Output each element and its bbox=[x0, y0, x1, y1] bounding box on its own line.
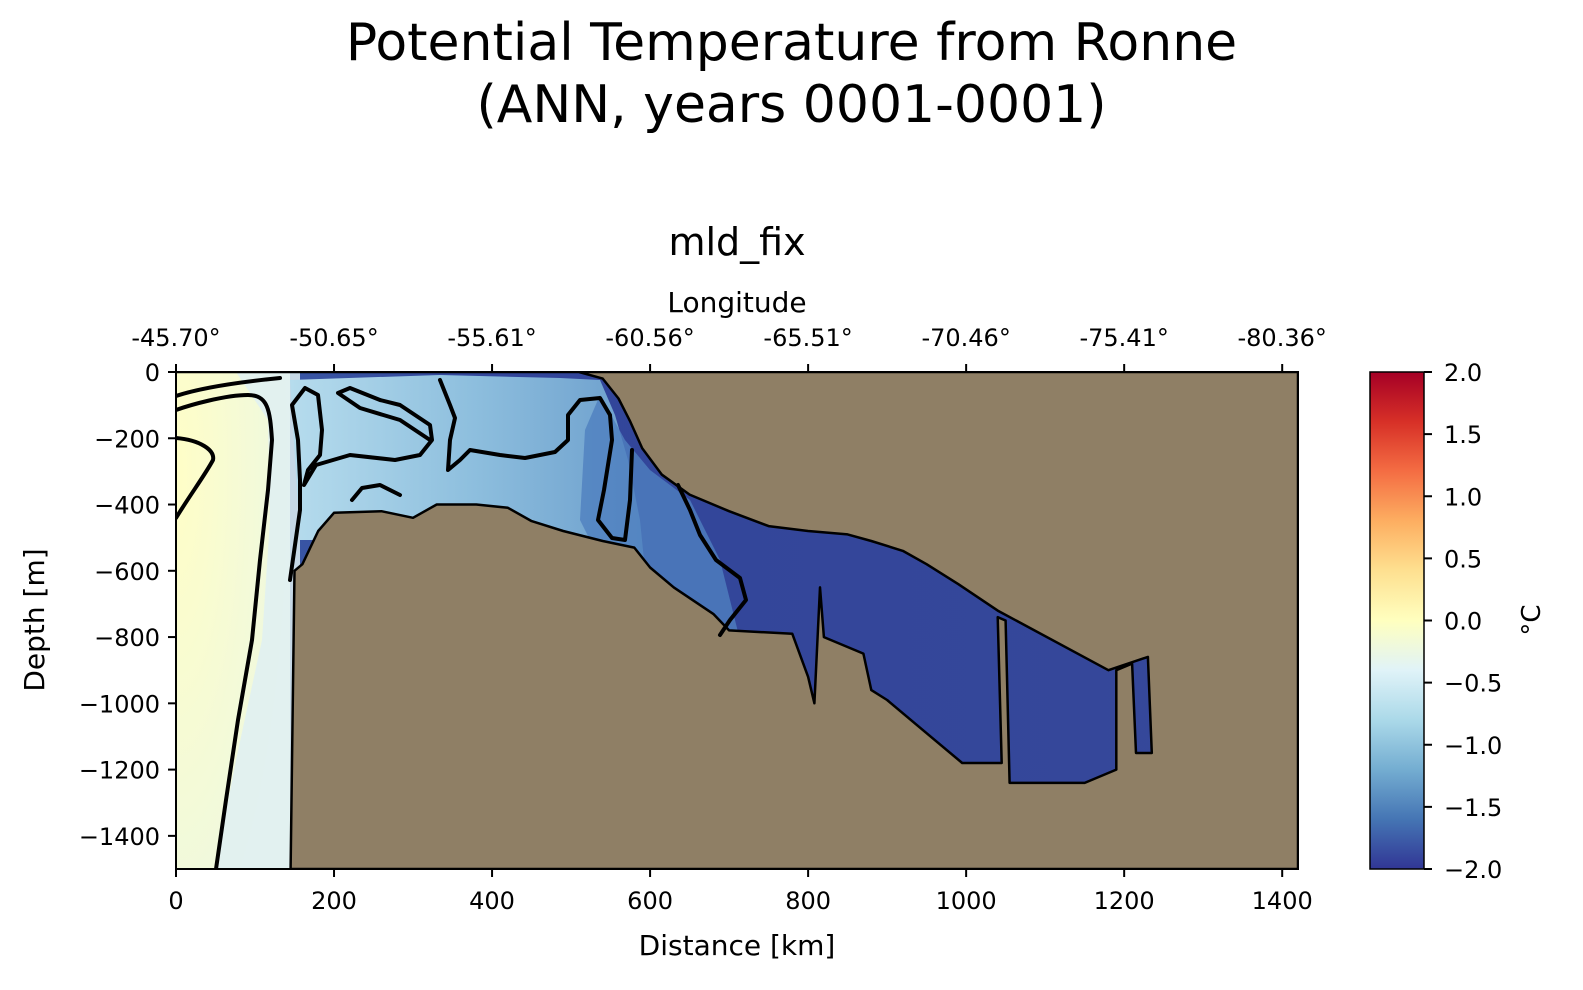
colorbar-tick-label: −1.0 bbox=[1444, 732, 1502, 760]
colorbar-tick-label: 0.5 bbox=[1444, 545, 1482, 573]
y-tick-label: 0 bbox=[145, 359, 160, 387]
x-tick-label: 1200 bbox=[1094, 887, 1155, 915]
y-tick-label: −1000 bbox=[79, 690, 160, 718]
colorbar-tick-label: −1.5 bbox=[1444, 794, 1502, 822]
x-axis-label: Distance [km] bbox=[639, 929, 836, 962]
colorbar-tick-label: 1.5 bbox=[1444, 421, 1482, 449]
cold-shelf-region bbox=[580, 395, 740, 650]
top-axis-label: Longitude bbox=[667, 286, 806, 319]
contour-line bbox=[438, 378, 634, 542]
top-axis: -45.70° -50.65° -55.61° -60.56° -65.51° -70.4… bbox=[131, 324, 1327, 372]
x-tick-label: 1000 bbox=[936, 887, 997, 915]
x-tick-label: 0 bbox=[168, 887, 183, 915]
top-tick-label: -80.36° bbox=[1238, 324, 1327, 352]
x-tick-label: 600 bbox=[627, 887, 673, 915]
plot-frame bbox=[175, 371, 1299, 870]
y-tick-label: −800 bbox=[94, 624, 160, 652]
top-tick-label: -75.41° bbox=[1079, 324, 1168, 352]
figure-title-line-2: (ANN, years 0001-0001) bbox=[476, 75, 1107, 135]
y-tick-label: −400 bbox=[94, 492, 160, 520]
contour-line bbox=[176, 376, 282, 398]
y-axis-label: Depth [m] bbox=[18, 548, 51, 691]
contour-line bbox=[176, 436, 216, 520]
top-tick-label: -65.51° bbox=[763, 324, 852, 352]
contour-line bbox=[350, 483, 402, 502]
colorbar-tick-label: 1.0 bbox=[1444, 483, 1482, 511]
top-tick-label: -45.70° bbox=[131, 324, 220, 352]
colorbar-tick-label: 0.0 bbox=[1444, 608, 1482, 636]
colorbar-tick-label: −0.5 bbox=[1444, 670, 1502, 698]
y-tick-label: −1200 bbox=[79, 757, 160, 785]
contour-line bbox=[676, 483, 748, 637]
x-tick-label: 800 bbox=[785, 887, 831, 915]
y-tick-label: −600 bbox=[94, 558, 160, 586]
colorbar-tick-label: 2.0 bbox=[1444, 359, 1482, 387]
contour-line bbox=[288, 386, 434, 582]
contour-line bbox=[176, 393, 274, 869]
y-tick-label: −1400 bbox=[79, 823, 160, 851]
colorbar-tick-label: −2.0 bbox=[1444, 856, 1502, 884]
colorbar bbox=[1369, 371, 1425, 870]
top-tick-label: -55.61° bbox=[447, 324, 536, 352]
plot-area bbox=[176, 372, 1298, 869]
colorbar-ticks: 2.0 1.5 1.0 0.5 0.0 −0.5 −1.0 −1.5 −2.0 bbox=[1424, 359, 1502, 884]
subplot-title: mld_fix bbox=[668, 220, 805, 264]
y-axis: 0 −200 −400 −600 −800 −1000 −1200 −1400 bbox=[79, 359, 176, 851]
top-tick-label: -50.65° bbox=[289, 324, 378, 352]
colorbar-label: °C bbox=[1517, 604, 1547, 635]
contour-lines bbox=[176, 376, 748, 869]
figure-title-line-1: Potential Temperature from Ronne bbox=[345, 13, 1238, 73]
x-tick-label: 200 bbox=[311, 887, 357, 915]
land-mask bbox=[176, 372, 1298, 869]
y-tick-label: −200 bbox=[94, 425, 160, 453]
x-tick-label: 400 bbox=[469, 887, 515, 915]
x-tick-label: 1400 bbox=[1252, 887, 1313, 915]
x-axis: 0 200 400 600 800 1000 1200 1400 bbox=[168, 869, 1313, 915]
transition-water-column bbox=[215, 372, 300, 869]
top-tick-label: -60.56° bbox=[605, 324, 694, 352]
top-tick-label: -70.46° bbox=[921, 324, 1010, 352]
